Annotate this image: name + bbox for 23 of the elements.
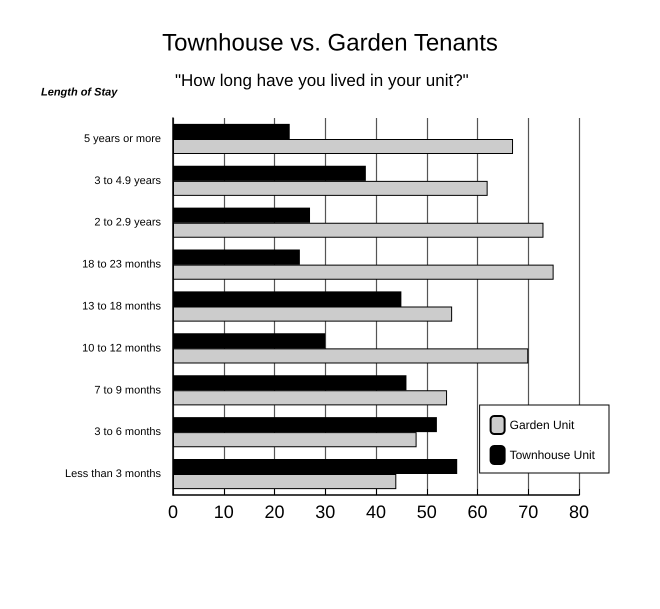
- x-tick-label: 50: [416, 502, 437, 522]
- y-tick-label: 3 to 4.9 years: [94, 174, 162, 187]
- y-tick-label: 18 to 23 months: [82, 258, 162, 271]
- y-tick-label: 13 to 18 months: [82, 300, 162, 312]
- y-axis-title: Length of Stay: [41, 86, 118, 98]
- x-tick-label: 70: [518, 502, 538, 522]
- x-tick-label: 40: [366, 502, 386, 522]
- legend-label: Townhouse Unit: [510, 448, 596, 462]
- chart-title: Townhouse vs. Garden Tenants: [162, 30, 498, 56]
- x-tick-label: 20: [264, 502, 285, 522]
- y-tick-label: 10 to 12 months: [82, 342, 162, 354]
- x-tick-label: 60: [467, 502, 488, 522]
- y-tick-label: 7 to 9 months: [94, 384, 162, 396]
- chart-subtitle: "How long have you lived in your unit?": [175, 71, 469, 90]
- x-tick-label: 10: [214, 502, 234, 522]
- y-tick-label: 5 years or more: [84, 132, 161, 145]
- x-tick-label: 80: [568, 502, 590, 522]
- y-tick-label: 2 to 2.9 years: [94, 216, 162, 229]
- x-tick-label: 30: [315, 502, 336, 522]
- y-tick-label: 3 to 6 months: [94, 426, 162, 438]
- legend-label: Garden Unit: [510, 418, 575, 432]
- x-tick-label: 0: [168, 502, 178, 522]
- y-tick-label: Less than 3 months: [64, 468, 162, 480]
